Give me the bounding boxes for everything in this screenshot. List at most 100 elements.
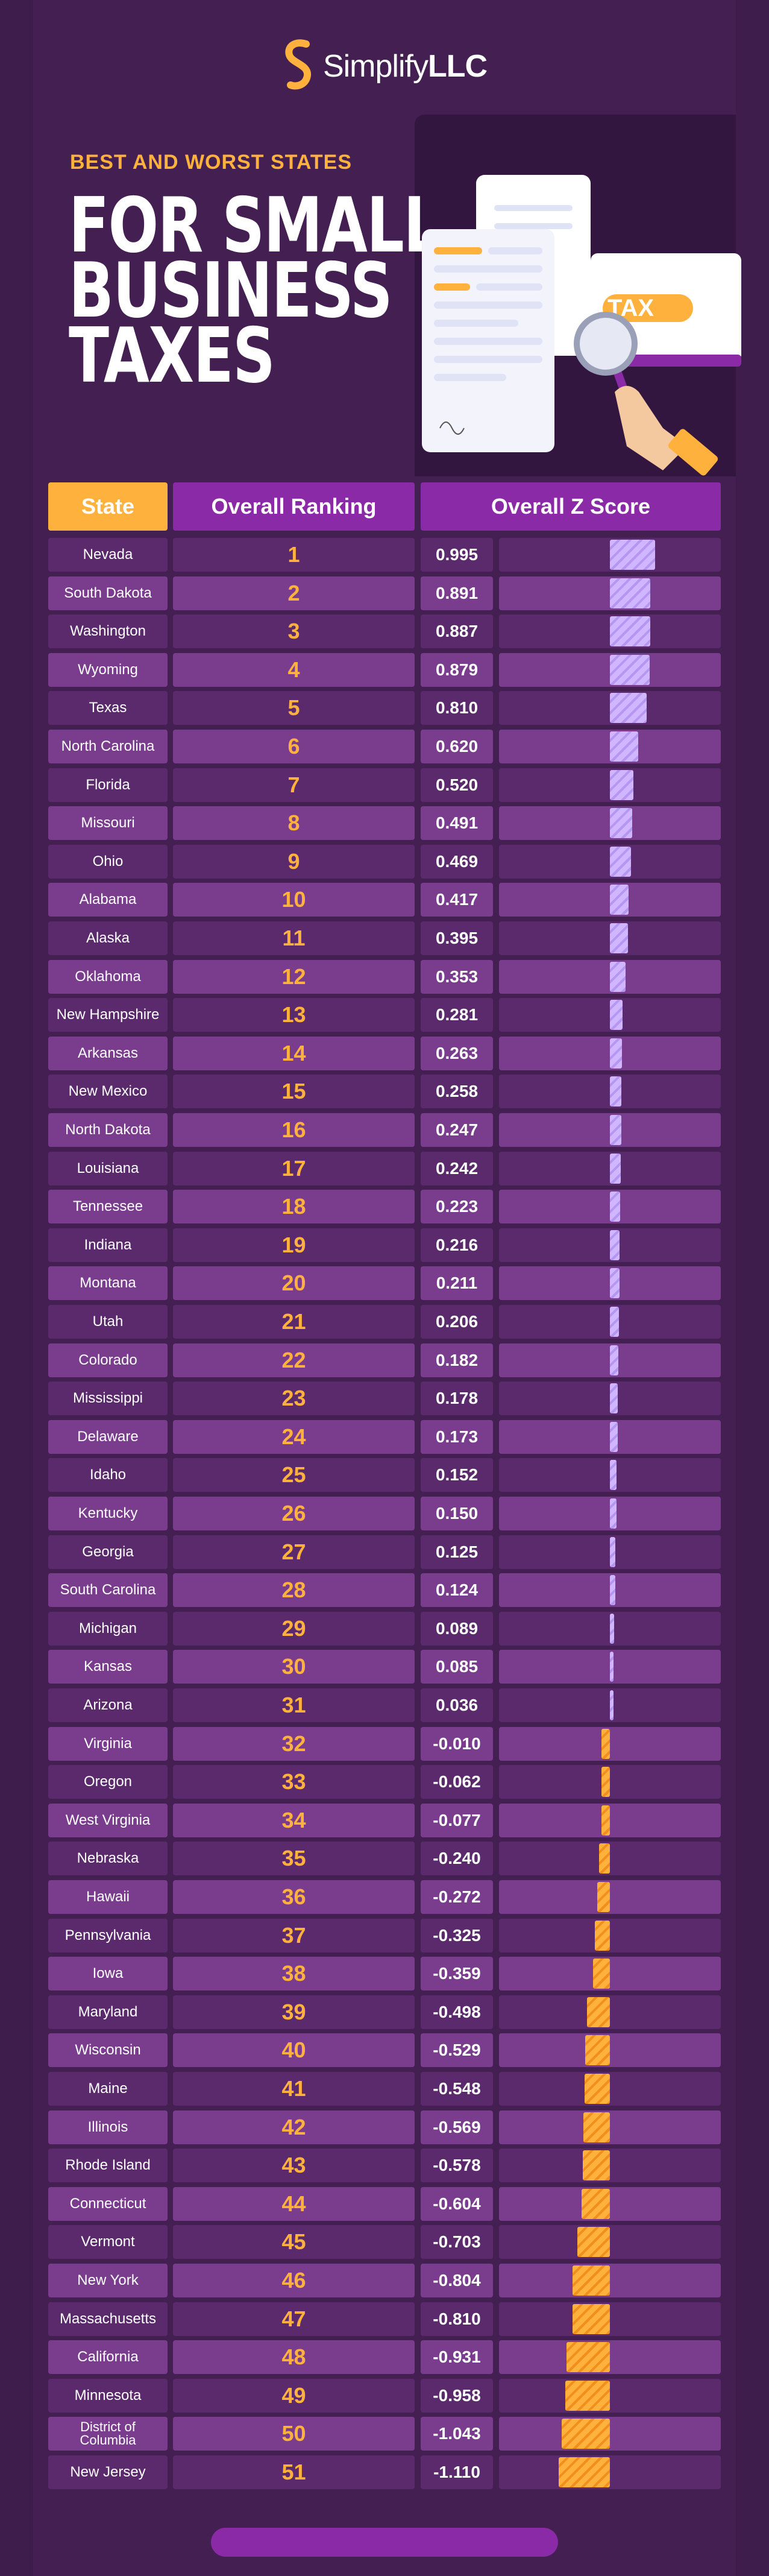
column-header-ranking: Overall Ranking xyxy=(173,482,415,531)
z-score-bar xyxy=(583,2150,610,2181)
z-score-bar xyxy=(610,846,632,877)
z-score-value: -0.931 xyxy=(421,2340,493,2375)
state-name: Connecticut xyxy=(48,2186,168,2221)
state-name: Idaho xyxy=(48,1458,168,1492)
z-score-bar xyxy=(610,1460,617,1491)
z-score-value: 0.258 xyxy=(421,1075,493,1109)
table-row: Pennsylvania 37 -0.325 xyxy=(0,1918,769,1953)
z-score-value: 0.036 xyxy=(421,1688,493,1722)
z-score-value: 0.263 xyxy=(421,1036,493,1070)
brand-s-icon xyxy=(285,39,311,90)
state-name: Tennessee xyxy=(48,1190,168,1224)
document-front-icon xyxy=(422,229,554,452)
table-row: Wisconsin 40 -0.529 xyxy=(0,2033,769,2068)
z-score-bar-track xyxy=(499,1228,721,1262)
table-row: Arkansas 14 0.263 xyxy=(0,1036,769,1070)
table-row: Idaho 25 0.152 xyxy=(0,1458,769,1492)
state-name: Delaware xyxy=(48,1419,168,1454)
z-score-bar-track xyxy=(499,2378,721,2413)
z-score-value: -0.010 xyxy=(421,1726,493,1761)
z-score-bar-track xyxy=(499,1918,721,1953)
z-score-bar-track xyxy=(499,1305,721,1339)
table-row: North Carolina 6 0.620 xyxy=(0,730,769,763)
z-score-bar xyxy=(610,578,650,608)
z-score-bar xyxy=(561,2419,610,2449)
z-score-bar-track xyxy=(499,1036,721,1070)
z-score-value: -0.272 xyxy=(421,1880,493,1914)
overall-ranking: 14 xyxy=(173,1036,415,1070)
title-line-2: BUSINESS xyxy=(69,246,393,335)
z-score-bar-track xyxy=(499,652,721,687)
overall-ranking: 33 xyxy=(173,1765,415,1799)
z-score-bar-track xyxy=(499,883,721,917)
z-score-value: -0.703 xyxy=(421,2225,493,2259)
state-name: Vermont xyxy=(48,2225,168,2259)
z-score-bar-track xyxy=(499,1266,721,1301)
z-score-bar xyxy=(583,2112,610,2142)
brand-name-part2: LLC xyxy=(427,49,488,84)
table-row: Hawaii 36 -0.272 xyxy=(0,1880,769,1914)
z-score-value: -0.958 xyxy=(421,2378,493,2413)
overall-ranking: 7 xyxy=(173,768,415,802)
z-score-bar-track xyxy=(499,2340,721,2375)
overall-ranking: 37 xyxy=(173,1918,415,1953)
z-score-bar xyxy=(610,1153,621,1184)
z-score-value: -0.077 xyxy=(421,1803,493,1837)
table-row: Iowa 38 -0.359 xyxy=(0,1957,769,1991)
overall-ranking: 43 xyxy=(173,2148,415,2183)
state-name: New Mexico xyxy=(48,1075,168,1109)
z-score-value: 0.469 xyxy=(421,844,493,879)
z-score-bar xyxy=(573,2265,610,2296)
state-name: Hawaii xyxy=(48,1880,168,1914)
z-score-bar-track xyxy=(499,1497,721,1530)
z-score-bar xyxy=(610,693,647,724)
table-row: Oklahoma 12 0.353 xyxy=(0,959,769,994)
table-row: Minnesota 49 -0.958 xyxy=(0,2378,769,2413)
z-score-value: 0.150 xyxy=(421,1497,493,1530)
z-score-bar-track xyxy=(499,576,721,610)
overall-ranking: 5 xyxy=(173,691,415,725)
z-score-bar xyxy=(610,1613,614,1644)
z-score-value: 0.206 xyxy=(421,1305,493,1339)
overall-ranking: 21 xyxy=(173,1305,415,1339)
z-score-value: 0.247 xyxy=(421,1113,493,1147)
z-score-bar xyxy=(610,731,638,762)
z-score-bar xyxy=(586,1997,610,2027)
z-score-bar xyxy=(577,2227,610,2258)
state-name: Nebraska xyxy=(48,1842,168,1876)
table-row: Rhode Island 43 -0.578 xyxy=(0,2148,769,2183)
table-row: New York 46 -0.804 xyxy=(0,2264,769,2297)
z-score-value: -0.548 xyxy=(421,2072,493,2106)
column-header-state: State xyxy=(48,482,168,531)
table-row: Mississippi 23 0.178 xyxy=(0,1381,769,1416)
overall-ranking: 10 xyxy=(173,883,415,917)
z-score-bar xyxy=(582,2188,610,2219)
state-name: North Carolina xyxy=(48,730,168,763)
z-score-bar xyxy=(565,2380,610,2411)
z-score-bar-track xyxy=(499,1343,721,1377)
table-row: Missouri 8 0.491 xyxy=(0,806,769,841)
overall-ranking: 6 xyxy=(173,730,415,763)
z-score-bar xyxy=(610,1498,617,1529)
footer-bar xyxy=(211,2528,558,2557)
z-score-bar xyxy=(610,654,650,685)
overall-ranking: 48 xyxy=(173,2340,415,2375)
table-row: Nebraska 35 -0.240 xyxy=(0,1842,769,1876)
z-score-value: 0.810 xyxy=(421,691,493,725)
table-row: Arizona 31 0.036 xyxy=(0,1688,769,1722)
z-score-bar-track xyxy=(499,1726,721,1761)
state-name: Maine xyxy=(48,2072,168,2106)
z-score-bar-track xyxy=(499,2417,721,2451)
state-name: South Dakota xyxy=(48,576,168,610)
z-score-bar xyxy=(601,1767,610,1798)
overall-ranking: 46 xyxy=(173,2264,415,2297)
state-name: New Jersey xyxy=(48,2455,168,2489)
z-score-value: 0.242 xyxy=(421,1151,493,1185)
z-score-bar xyxy=(567,2342,610,2373)
z-score-bar xyxy=(610,1536,616,1567)
z-score-value: 0.281 xyxy=(421,998,493,1032)
z-score-bar-track xyxy=(499,1151,721,1185)
z-score-bar xyxy=(610,1000,623,1031)
state-name: Nevada xyxy=(48,538,168,572)
z-score-bar-track xyxy=(499,1688,721,1722)
